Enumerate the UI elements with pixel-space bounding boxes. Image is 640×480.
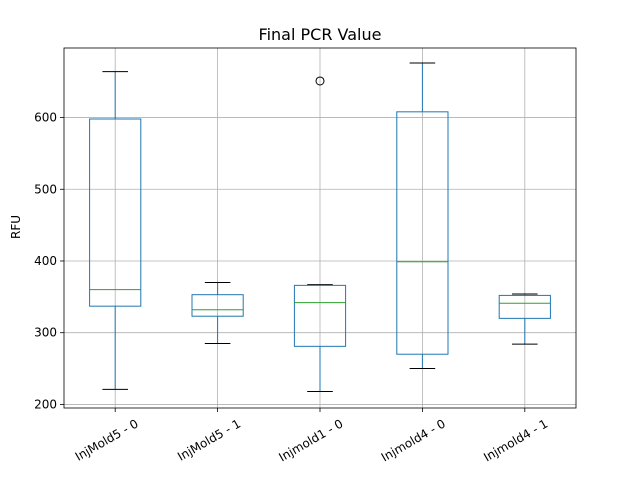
label-layer: 200 300 400 500 600 InjMold5 - 0 InjMold5 - 1 I… <box>34 111 550 465</box>
y-tick-label: 400 <box>34 254 57 268</box>
box <box>191 294 244 317</box>
x-tick-label: InjMold5 - 0 <box>73 416 141 463</box>
x-tick-label: Injmold1 - 0 <box>276 416 345 464</box>
x-tick-label: Injmold4 - 1 <box>481 416 550 464</box>
y-tick-label: 600 <box>34 111 57 125</box>
box-layer <box>89 62 551 393</box>
outlier-point <box>315 76 325 86</box>
chart-title: Final PCR Value <box>259 25 382 44</box>
box <box>498 294 551 319</box>
box <box>89 118 142 307</box>
y-axis-label: RFU <box>9 215 23 239</box>
y-tick-label: 200 <box>34 397 57 411</box>
plot-frame <box>63 47 577 409</box>
box <box>293 284 347 347</box>
x-tick-label: Injmold4 - 0 <box>379 416 448 464</box>
box <box>396 111 449 355</box>
y-tick-label: 300 <box>34 326 57 340</box>
axis-layer <box>60 47 577 412</box>
x-tick-label: InjMold5 - 1 <box>175 416 243 463</box>
y-tick-label: 500 <box>34 182 57 196</box>
